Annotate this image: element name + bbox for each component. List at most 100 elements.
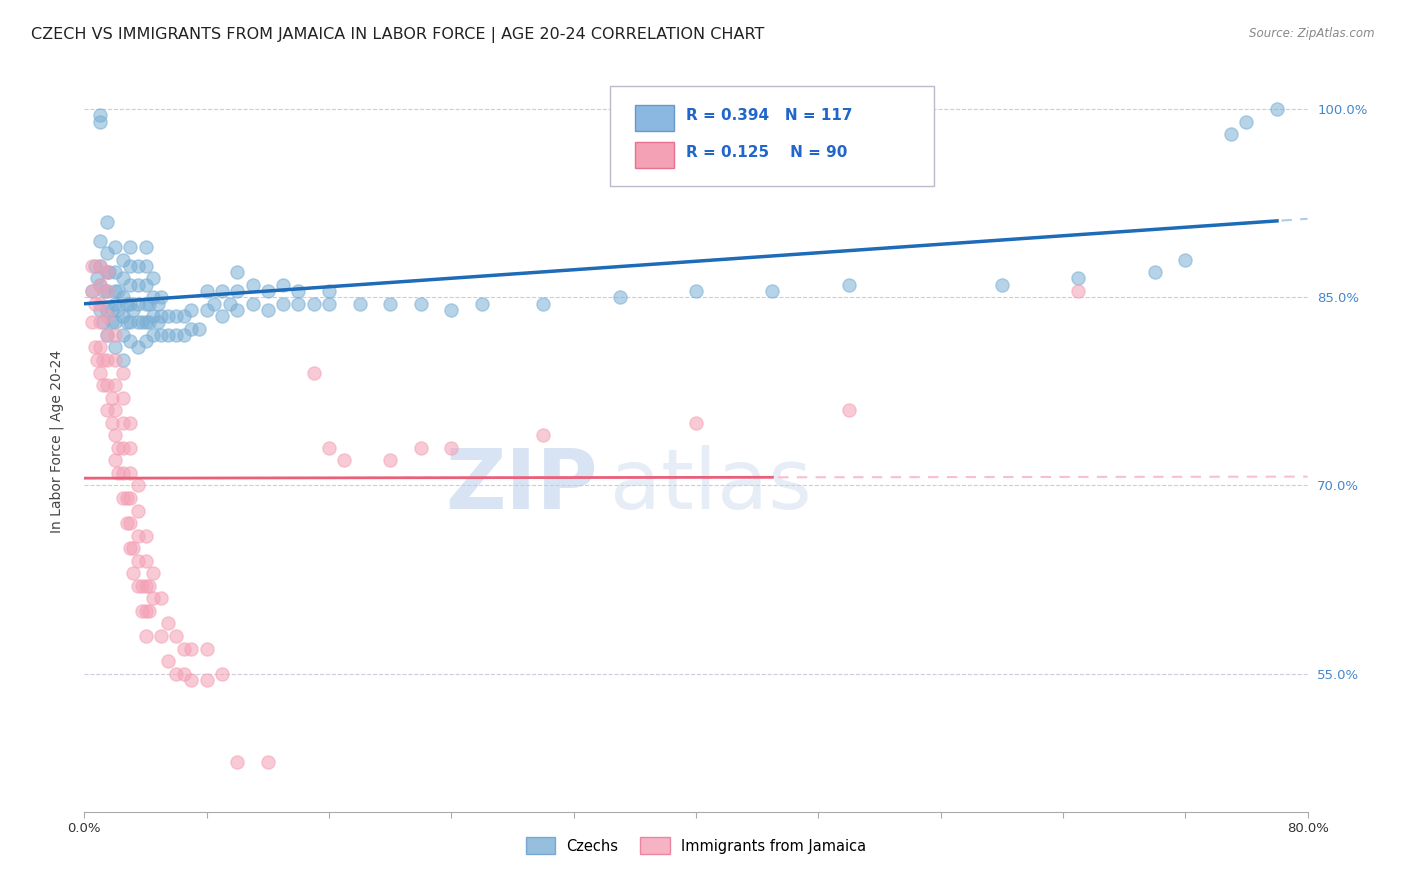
Point — [157, 654, 180, 668]
Point — [89, 315, 111, 329]
Point — [146, 315, 169, 329]
Point — [157, 616, 180, 631]
Point — [111, 366, 134, 380]
Point — [302, 296, 325, 310]
Point — [135, 240, 157, 254]
Point — [838, 277, 860, 292]
Point — [138, 604, 160, 618]
Text: CZECH VS IMMIGRANTS FROM JAMAICA IN LABOR FORCE | AGE 20-24 CORRELATION CHART: CZECH VS IMMIGRANTS FROM JAMAICA IN LABO… — [31, 27, 765, 43]
Point — [96, 246, 118, 260]
Point — [135, 334, 157, 348]
Point — [104, 428, 127, 442]
Point — [120, 315, 142, 329]
Text: Source: ZipAtlas.com: Source: ZipAtlas.com — [1250, 27, 1375, 40]
Point — [93, 284, 115, 298]
Point — [101, 391, 124, 405]
Point — [107, 466, 129, 480]
Point — [226, 284, 249, 298]
Point — [135, 529, 157, 543]
Point — [211, 309, 233, 323]
Point — [531, 428, 554, 442]
Point — [761, 284, 783, 298]
Point — [107, 302, 129, 317]
Point — [409, 441, 432, 455]
Point — [685, 284, 707, 298]
Point — [96, 327, 118, 342]
Point — [165, 666, 187, 681]
Point — [80, 284, 103, 298]
Point — [138, 315, 160, 329]
Point — [142, 271, 165, 285]
Point — [127, 579, 149, 593]
Point — [120, 541, 142, 556]
Point — [120, 466, 142, 480]
Point — [257, 284, 280, 298]
Point — [165, 309, 187, 323]
Point — [104, 265, 127, 279]
Point — [131, 579, 153, 593]
Point — [80, 259, 103, 273]
Point — [120, 416, 142, 430]
Point — [173, 641, 195, 656]
Point — [111, 491, 134, 505]
Point — [80, 315, 103, 329]
Point — [104, 403, 127, 417]
Point — [146, 296, 169, 310]
Text: R = 0.394   N = 117: R = 0.394 N = 117 — [686, 108, 852, 123]
Point — [122, 566, 145, 581]
Point — [188, 321, 211, 335]
Point — [115, 491, 138, 505]
Point — [89, 277, 111, 292]
Point — [127, 478, 149, 492]
Point — [135, 259, 157, 273]
Point — [165, 629, 187, 643]
Point — [89, 296, 111, 310]
Point — [242, 296, 264, 310]
Point — [1067, 271, 1090, 285]
Point — [1220, 127, 1243, 141]
Point — [1067, 284, 1090, 298]
Point — [91, 378, 114, 392]
Point — [96, 403, 118, 417]
Point — [157, 309, 180, 323]
Point — [127, 554, 149, 568]
Point — [127, 296, 149, 310]
Point — [120, 277, 142, 292]
Point — [104, 240, 127, 254]
Point — [111, 309, 134, 323]
Point — [1236, 114, 1258, 128]
Point — [111, 327, 134, 342]
Point — [142, 309, 165, 323]
Point — [531, 296, 554, 310]
Point — [122, 302, 145, 317]
Point — [138, 296, 160, 310]
Point — [120, 516, 142, 530]
Point — [104, 296, 127, 310]
Point — [149, 591, 172, 606]
Point — [226, 302, 249, 317]
Point — [157, 327, 180, 342]
Point — [104, 340, 127, 354]
Point — [138, 579, 160, 593]
Point — [96, 353, 118, 368]
Point — [195, 641, 218, 656]
Point — [84, 340, 107, 354]
Point — [135, 579, 157, 593]
Point — [89, 366, 111, 380]
Point — [257, 755, 280, 769]
Point — [471, 296, 494, 310]
Point — [127, 259, 149, 273]
Point — [111, 416, 134, 430]
Point — [120, 259, 142, 273]
Point — [135, 296, 157, 310]
Point — [107, 441, 129, 455]
Point — [120, 441, 142, 455]
Point — [211, 666, 233, 681]
Text: R = 0.125    N = 90: R = 0.125 N = 90 — [686, 145, 848, 161]
Point — [211, 284, 233, 298]
Point — [380, 296, 402, 310]
Point — [318, 284, 340, 298]
Point — [440, 302, 463, 317]
Point — [131, 604, 153, 618]
Point — [115, 516, 138, 530]
